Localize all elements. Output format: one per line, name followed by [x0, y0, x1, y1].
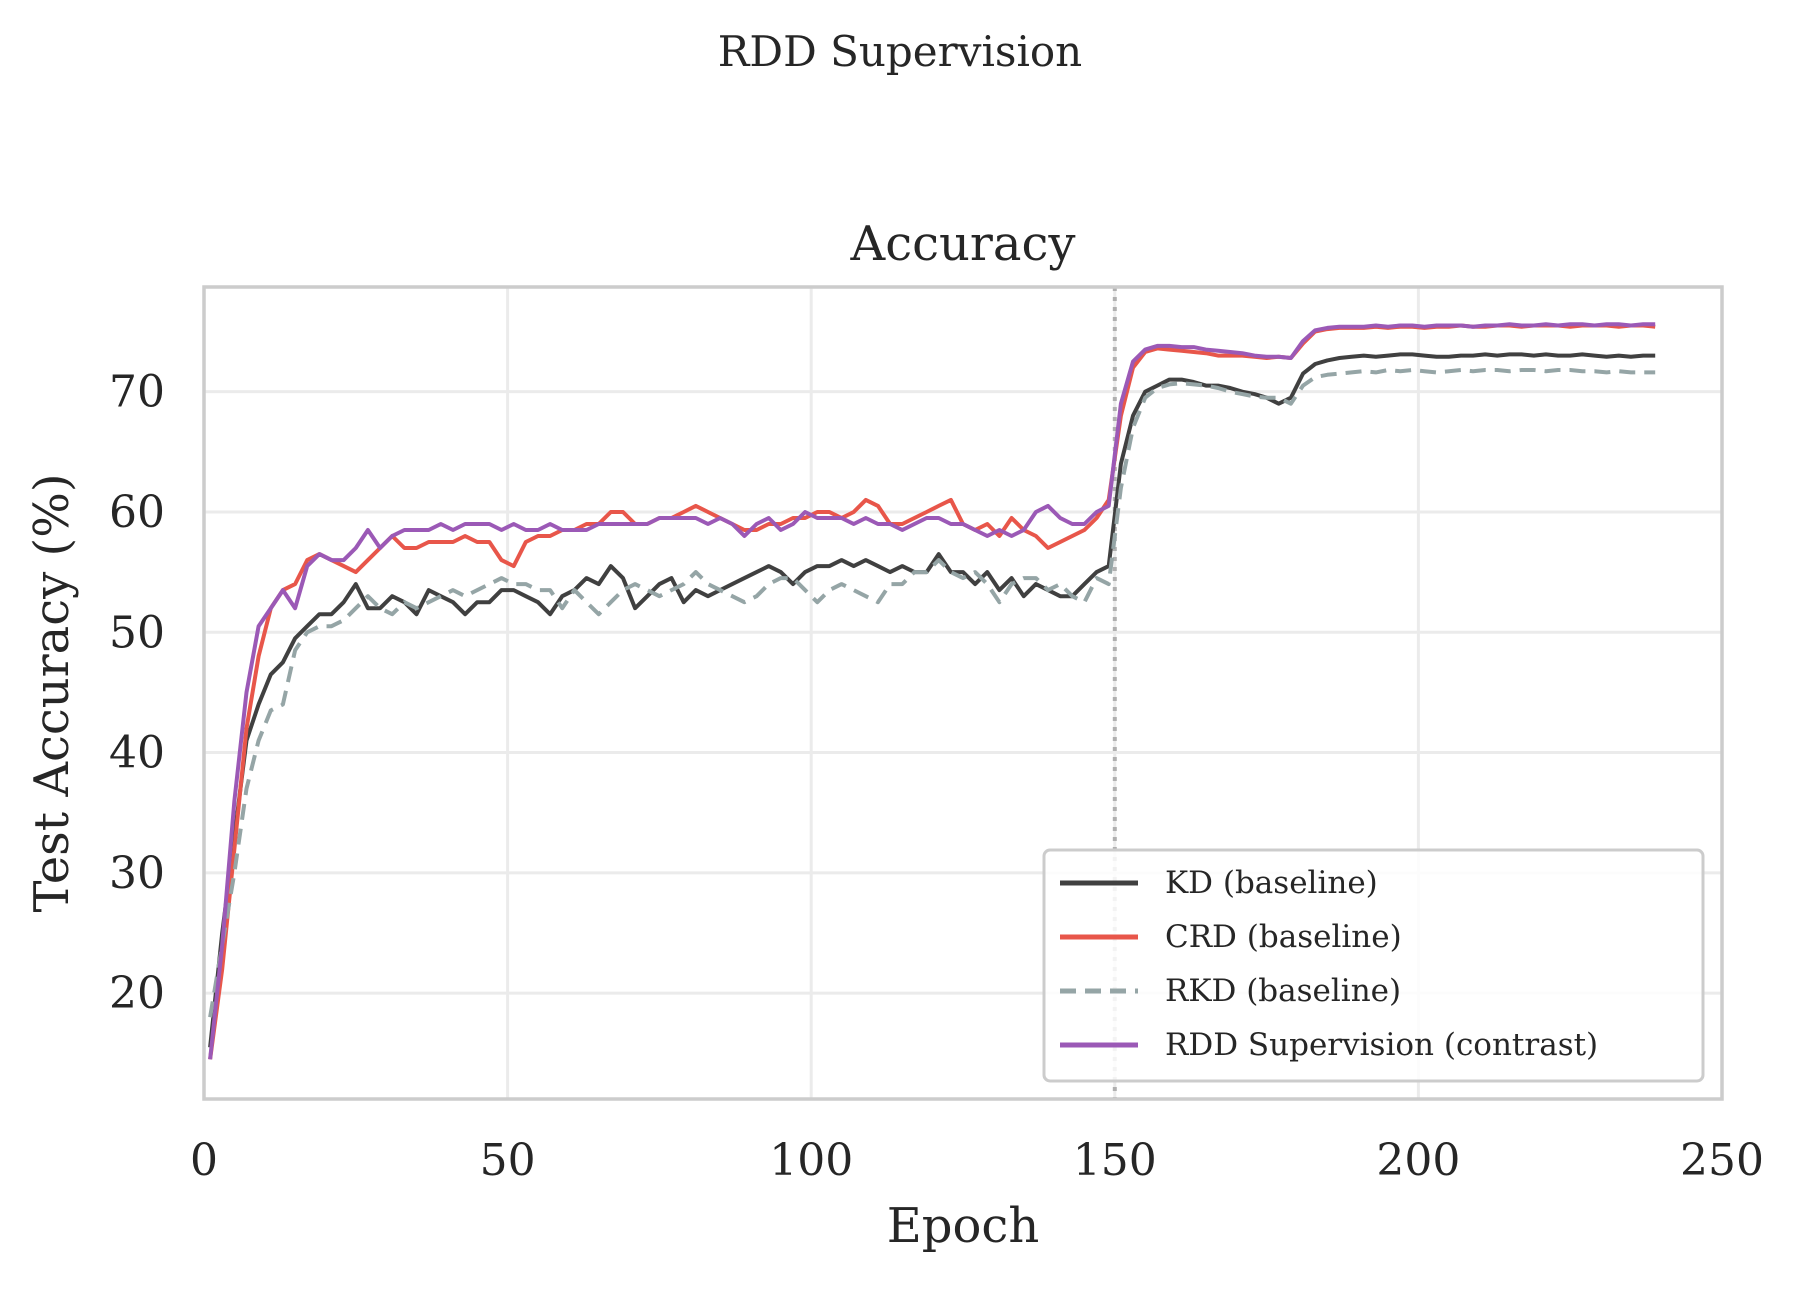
legend-label-rdd-supervision-contrast: RDD Supervision (contrast)	[1165, 1027, 1598, 1063]
series-line-kd-baseline	[208, 352, 1656, 1048]
y-tick-label: 20	[109, 968, 165, 1019]
legend-label-kd-baseline: KD (baseline)	[1165, 865, 1378, 901]
y-tick-label: 60	[109, 487, 165, 538]
x-tick-label: 200	[1376, 1135, 1460, 1186]
y-tick-label: 40	[109, 728, 165, 779]
plot-frame	[202, 285, 1724, 1101]
series-line-rdd-supervision-contrast	[208, 322, 1656, 1060]
chart-title: Accuracy	[850, 216, 1076, 272]
legend-label-crd-baseline: CRD (baseline)	[1165, 919, 1402, 955]
x-tick-label: 50	[480, 1135, 536, 1186]
y-ticks: 20 30 40 50 60 70	[109, 367, 165, 1019]
x-ticks: 0 50 100 150 200 250	[190, 1135, 1764, 1186]
x-tick-label: 100	[769, 1135, 853, 1186]
figure-title: RDD Supervision	[718, 27, 1082, 76]
series-line-rkd-baseline	[208, 368, 1656, 1018]
series-lines	[208, 322, 1656, 1060]
legend-box	[1042, 848, 1705, 1083]
legend-label-rkd-baseline: RKD (baseline)	[1165, 973, 1401, 1009]
x-tick-label: 150	[1073, 1135, 1157, 1186]
x-tick-label: 250	[1680, 1135, 1764, 1186]
y-tick-label: 30	[109, 848, 165, 899]
y-tick-label: 50	[109, 607, 165, 658]
y-tick-label: 70	[109, 367, 165, 418]
legend: KD (baseline) CRD (baseline) RKD (baseline…	[1042, 848, 1705, 1083]
x-axis-label: Epoch	[887, 1198, 1039, 1254]
y-axis-label: Test Accuracy (%)	[24, 473, 80, 912]
x-tick-label: 0	[190, 1135, 218, 1186]
